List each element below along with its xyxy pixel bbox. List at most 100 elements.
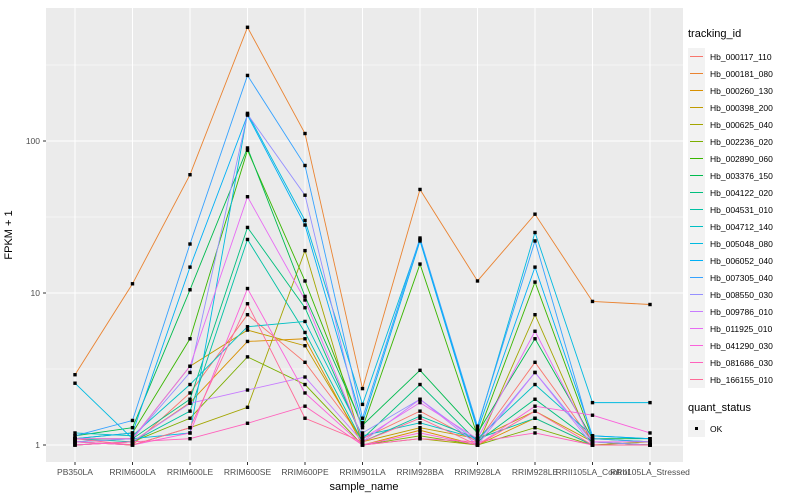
data-point [73,373,77,377]
x-tick-label: PB350LA [57,467,93,477]
data-point [245,25,250,29]
data-point [130,440,135,444]
data-point [418,421,422,425]
data-point [648,302,652,307]
data-point [418,434,422,438]
legend-items-tracking-id: Hb_000117_110 Hb_000181_080 Hb_000260_130 H… [688,48,800,388]
x-tick-label: RRII105LA_Stressed [610,467,690,477]
legend-line-icon [690,191,703,194]
data-point [418,431,422,435]
data-point [73,443,77,447]
data-point [188,242,192,246]
data-point [533,397,537,401]
legend-line-icon [690,123,703,126]
legend-item-Hb_004122_020: Hb_004122_020 [688,184,800,201]
data-point [533,265,537,269]
legend-key-swatch [688,82,705,99]
legend-line-icon [690,106,703,109]
data-point [188,391,192,395]
data-point [475,428,480,432]
data-point [533,425,537,430]
data-point [245,339,250,344]
data-point [130,437,135,441]
data-point [188,337,192,341]
data-point [418,262,422,266]
data-point [360,443,365,447]
data-point [533,416,537,420]
data-point [303,223,307,227]
legend-item-Hb_000181_080: Hb_000181_080 [688,65,800,82]
y-tick-label: 100 [26,136,40,146]
data-point [533,360,537,365]
x-tick-label: RRIM928LA [454,467,501,477]
data-point [303,294,307,299]
data-point [130,425,135,430]
data-point [303,193,307,197]
data-point [130,282,135,286]
x-tick-label: RRIM928BA [396,467,444,477]
legend-key-swatch [688,116,705,133]
data-point [418,236,422,240]
legend-key-swatch [688,269,705,286]
data-point [188,416,192,420]
data-point [245,302,250,306]
data-point [590,299,595,304]
legend-item-label: Hb_004712_140 [710,221,773,232]
legend-item-Hb_000117_110: Hb_000117_110 [688,48,800,65]
legend-item-Hb_007305_040: Hb_007305_040 [688,269,800,286]
data-point [245,328,250,332]
data-point [475,431,480,435]
data-point [188,437,192,441]
data-point [533,239,537,243]
legend-key-swatch [688,65,705,82]
black-square-point-icon [694,426,699,431]
legend-line-icon [690,276,703,279]
data-point [590,440,595,444]
data-point [418,239,422,243]
data-point [245,312,250,317]
data-point [418,187,422,192]
legend-key-swatch [688,252,705,269]
legend-item-Hb_003376_150: Hb_003376_150 [688,167,800,184]
data-point [533,212,537,216]
legend-line-icon [690,344,703,347]
legend-item-Hb_000398_200: Hb_000398_200 [688,99,800,116]
legend-key-swatch [688,48,705,65]
legend-item-label: Hb_008550_030 [710,289,773,300]
data-point [245,237,250,242]
data-point [360,421,365,425]
data-point [533,404,537,408]
legend-item-Hb_005048_080: Hb_005048_080 [688,235,800,252]
legend-item-Hb_041290_030: Hb_041290_030 [688,337,800,354]
data-point [590,437,595,441]
legend-line-icon [690,378,703,381]
legend-key-swatch [688,354,705,371]
data-point [245,146,250,150]
data-point [590,443,595,447]
data-point [303,330,307,335]
data-point [418,409,422,413]
legend-item-label: Hb_000181_080 [710,68,773,79]
data-point [418,416,422,420]
data-point [188,265,192,269]
data-point [360,416,365,420]
data-point [533,230,537,235]
legend-key-swatch [688,150,705,167]
legend-item-label: Hb_000398_200 [710,102,773,113]
data-point [418,400,422,405]
data-point [130,418,135,423]
legend-item-label: OK [710,423,723,434]
data-point [245,355,250,359]
data-point [188,364,192,368]
legend-line-icon [690,72,703,75]
data-point [418,382,422,387]
legend-item-label: Hb_000625_040 [710,119,773,130]
data-point [533,312,537,317]
legend-item-Hb_004531_010: Hb_004531_010 [688,201,800,218]
legend-line-icon [690,55,703,58]
data-point [648,440,652,444]
data-point [303,337,307,341]
data-point [648,431,652,435]
x-tick-label: RRIM600LA [109,467,156,477]
legend-item-Hb_002236_020: Hb_002236_020 [688,133,800,150]
